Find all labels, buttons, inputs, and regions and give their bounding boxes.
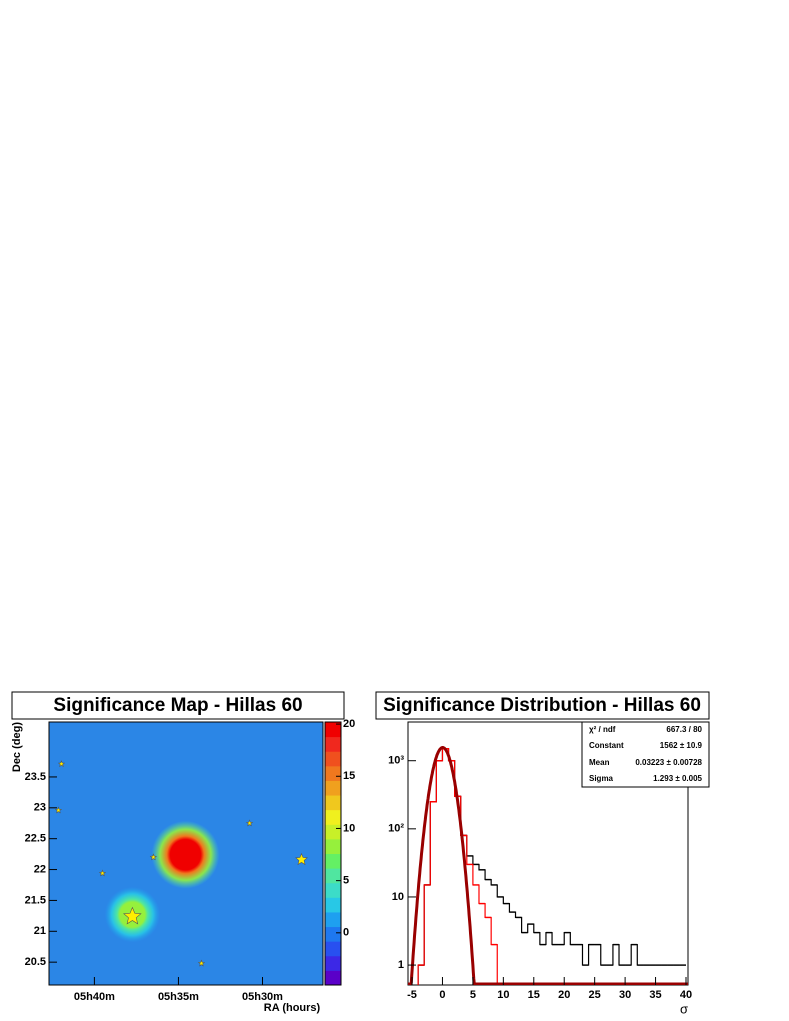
stat-label: Mean [589,758,610,767]
chart-title: Significance Distribution - Hillas 60 [383,695,701,716]
colorbar-cell [325,868,341,884]
plot-frame [48,721,324,986]
colorbar-cell [325,955,341,971]
y-tick-label: 10 [392,891,404,903]
star [245,819,254,827]
colorbar-cell [325,736,341,752]
x-axis-label: σ [680,1001,688,1016]
stat-label: Sigma [589,774,614,783]
colorbar-cell [325,722,341,738]
y-tick-label: 22 [34,863,46,875]
star [123,906,142,925]
colorbar-cell [325,751,341,767]
x-tick-label: 05h35m [158,991,199,1003]
title-box [11,691,345,720]
stat-value: 1.293 ± 0.005 [653,774,702,783]
y-tick-label: 23.5 [25,771,46,783]
chart-title: Significance Map - Hillas 60 [53,695,302,716]
y-axis-label: Dec (deg) [11,722,23,772]
star [149,853,157,861]
x-tick-label: 15 [528,989,540,1001]
x-axis-label: RA (hours) [264,1002,321,1014]
hist-layer [408,746,688,985]
x-tick-label: 30 [619,989,631,1001]
star [197,959,206,967]
colorbar-tick-label: 5 [343,875,349,887]
x-tick-label: 05h40m [74,991,115,1003]
stat-label: Constant [589,741,624,750]
x-tick-label: 40 [680,989,692,1001]
colorbar-cell [325,926,341,942]
fit-curve [408,746,688,985]
colorbar-tick-label: 20 [343,718,355,730]
colorbar-cell [325,882,341,898]
x-tick-label: 0 [439,989,445,1001]
y-tick-label: 22.5 [25,833,46,845]
x-tick-label: 5 [470,989,476,1001]
x-tick-label: 25 [589,989,601,1001]
x-tick-label: 10 [497,989,509,1001]
y-tick-label: 10² [388,823,404,835]
y-tick-label: 23 [34,802,46,814]
colorbar-cell [325,795,341,811]
stats-box: χ² / ndf 667.3 / 80 Constant 1562 ± 10.9… [581,721,710,788]
colorbar-tick-label: 15 [343,770,355,782]
stat-value: 1562 ± 10.9 [660,741,703,750]
star [98,869,107,877]
colorbar-cell [325,941,341,957]
y-tick-label: 10³ [388,755,404,767]
x-tick-label: -5 [407,989,417,1001]
colorbar-cell [325,970,341,986]
colorbar-cell [325,838,341,854]
colorbar-cell [325,780,341,796]
colorbar-cell [325,809,341,825]
y-tick-label: 21 [34,925,46,937]
colorbar-cell [325,897,341,913]
star [295,852,308,866]
colorbar-cell [325,824,341,840]
x-tick-label: 05h30m [242,991,283,1003]
y-tick-label: 21.5 [25,894,46,906]
colorbar-cell [325,853,341,869]
title-box [375,691,710,720]
star [54,806,63,814]
star [57,760,66,768]
colorbar-cell [325,911,341,928]
colorbar-frame [324,721,342,986]
stat-value: 667.3 / 80 [666,725,702,734]
colorbar-tick-label: 10 [343,822,355,834]
stat-label: χ² / ndf [589,725,616,734]
map-layer [54,760,308,967]
hist-outline [417,748,498,985]
x-tick-label: 20 [558,989,570,1001]
x-tick-label: 35 [649,989,661,1001]
colorbar-cell [325,765,341,781]
y-tick-label: 1 [398,959,404,971]
y-tick-label: 20.5 [25,956,46,968]
hotspot [151,820,220,889]
stat-value: 0.03223 ± 0.00728 [635,758,702,767]
colorbar-tick-label: 0 [343,927,349,939]
